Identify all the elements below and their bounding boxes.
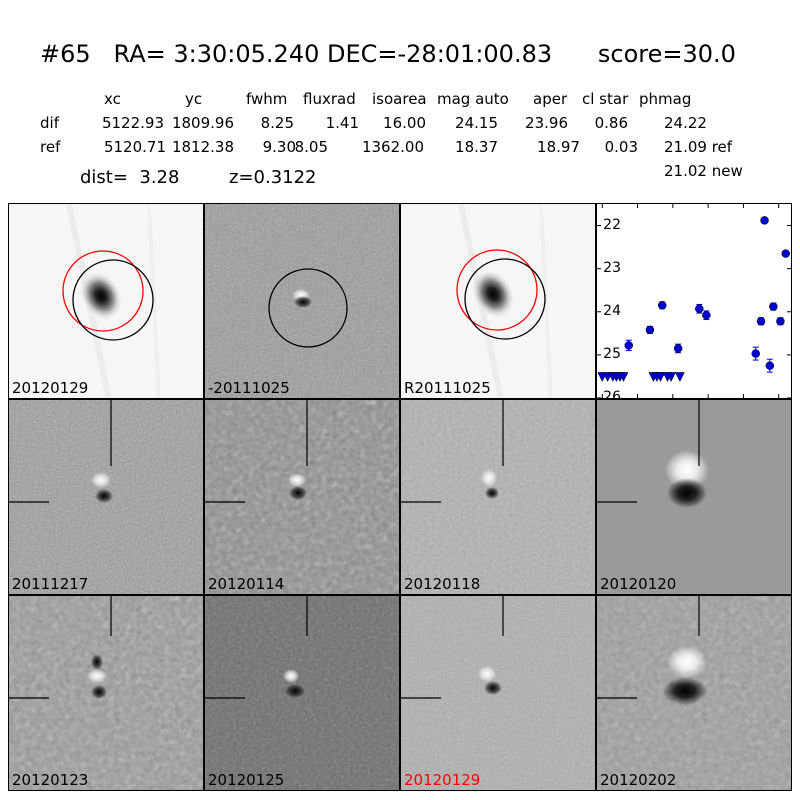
data-point bbox=[769, 302, 778, 311]
data-point bbox=[624, 341, 633, 350]
stamp-panel-epoch: 20120120 bbox=[596, 399, 792, 595]
data-point bbox=[760, 216, 769, 225]
stamp-panel-epoch: 20120114 bbox=[204, 399, 400, 595]
upper-limit-marker bbox=[618, 372, 629, 383]
col-header-fluxrad: fluxrad bbox=[303, 90, 356, 108]
detection-aperture-circle bbox=[72, 259, 154, 341]
col-header-xc: xc bbox=[104, 90, 121, 108]
light-curve-chart: 2223242526020406080100 bbox=[596, 203, 793, 419]
phmag-new: 21.02 new bbox=[664, 162, 743, 180]
stamp-panel-epoch: 20120202 bbox=[596, 595, 792, 791]
stamp-panel-new: 20120129 bbox=[8, 203, 204, 399]
stamp-panel-diff: -20111025 bbox=[204, 203, 400, 399]
stamp-panel-ref: R20111025 bbox=[400, 203, 596, 399]
stamp-label: 20120118 bbox=[404, 575, 481, 593]
col-header-aper: aper bbox=[533, 90, 568, 108]
data-point bbox=[751, 349, 760, 358]
table-cell: 1812.38 bbox=[171, 138, 234, 156]
upper-limit-marker bbox=[666, 372, 676, 383]
table-cell: 0.86 bbox=[594, 114, 628, 132]
table-cell: 9.30 bbox=[262, 138, 296, 156]
ref-aperture-circle bbox=[456, 249, 538, 331]
y-tick-label: 23 bbox=[603, 259, 621, 276]
stamp-label: 20120114 bbox=[208, 575, 285, 593]
stamp-label: 20120120 bbox=[600, 575, 677, 593]
stamp-panel-epoch: 20120129 bbox=[400, 595, 596, 791]
table-cell: 1.41 bbox=[325, 114, 359, 132]
table-cell: 24.15 bbox=[455, 114, 498, 132]
redshift-value: z=0.3122 bbox=[229, 167, 317, 188]
table-cell: 1362.00 bbox=[361, 138, 424, 156]
stamp-label-current: 20120129 bbox=[404, 771, 481, 789]
col-header-isoarea: isoarea bbox=[372, 90, 427, 108]
data-point bbox=[695, 304, 704, 314]
stamp-label: 20111217 bbox=[12, 575, 89, 593]
stamp-panel-epoch: 20120123 bbox=[8, 595, 204, 791]
detection-aperture-circle bbox=[464, 258, 546, 340]
col-header-yc: yc bbox=[185, 90, 203, 108]
stamp-panel-epoch: 20111217 bbox=[8, 399, 204, 595]
upper-limit-marker bbox=[674, 372, 685, 383]
stamp-label: R20111025 bbox=[404, 379, 491, 397]
upper-limit-marker bbox=[655, 372, 666, 383]
y-tick-label: 24 bbox=[603, 302, 621, 319]
dist-value: dist= 3.28 bbox=[80, 167, 180, 188]
stamp-label: -20111025 bbox=[208, 379, 290, 397]
table-cell-phmag: 21.09 ref bbox=[664, 138, 733, 156]
candidate-title: #65 RA= 3:30:05.240 DEC=-28:01:00.83 sco… bbox=[40, 40, 736, 68]
stamp-label: 20120129 bbox=[12, 379, 89, 397]
stamp-label: 20120125 bbox=[208, 771, 285, 789]
table-cell: 18.37 bbox=[455, 138, 498, 156]
stamp-panel-epoch: 20120118 bbox=[400, 399, 596, 595]
table-cell: 23.96 bbox=[525, 114, 568, 132]
table-cell: 1809.96 bbox=[171, 114, 234, 132]
y-tick-label: 25 bbox=[603, 345, 621, 362]
data-point bbox=[702, 310, 711, 320]
col-header-mag-auto: mag auto bbox=[437, 90, 509, 108]
ref-aperture-circle bbox=[62, 250, 144, 332]
table-cell: 5120.71 bbox=[103, 138, 166, 156]
table-cell: 18.97 bbox=[537, 138, 580, 156]
col-header-phmag: phmag bbox=[639, 90, 692, 108]
stamp-panel-epoch: 20120125 bbox=[204, 595, 400, 791]
data-point bbox=[673, 344, 683, 353]
row-label-ref: ref bbox=[40, 138, 61, 156]
data-point bbox=[776, 317, 785, 326]
table-cell-phmag: 24.22 bbox=[664, 114, 707, 132]
col-header-cl-star: cl star bbox=[582, 90, 629, 108]
table-cell: 16.00 bbox=[383, 114, 426, 132]
table-cell: 0.03 bbox=[604, 138, 638, 156]
detection-aperture-circle bbox=[268, 268, 348, 348]
data-point bbox=[658, 301, 667, 310]
y-tick-label: 22 bbox=[603, 216, 621, 233]
col-header-fwhm: fwhm bbox=[246, 90, 288, 108]
table-cell: 8.05 bbox=[294, 138, 328, 156]
row-label-dif: dif bbox=[40, 114, 59, 132]
data-point bbox=[765, 361, 775, 370]
light-curve-plot bbox=[597, 204, 791, 399]
data-point bbox=[756, 317, 766, 326]
data-point bbox=[645, 325, 655, 335]
table-cell: 5122.93 bbox=[101, 114, 164, 132]
stamp-label: 20120202 bbox=[600, 771, 677, 789]
stamp-label: 20120123 bbox=[12, 771, 89, 789]
data-point bbox=[781, 249, 790, 258]
table-cell: 8.25 bbox=[260, 114, 294, 132]
